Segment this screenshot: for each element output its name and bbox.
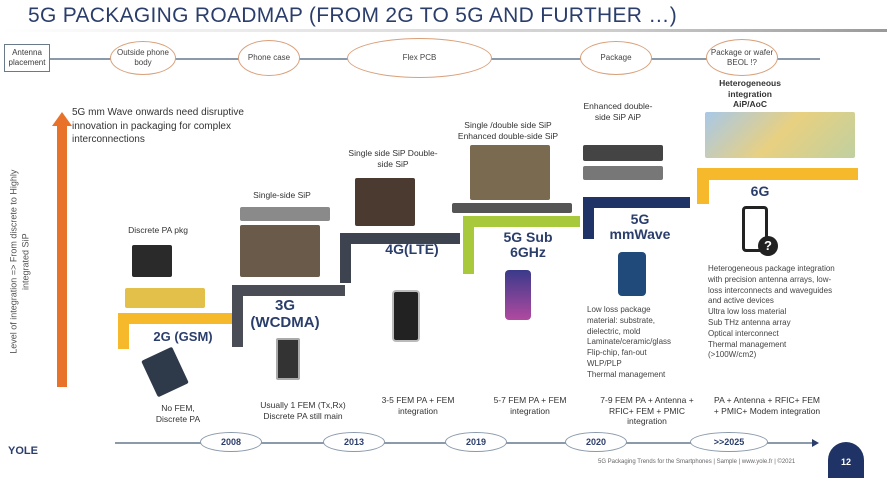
desc-line: Flip-chip, fan-out [587, 348, 647, 358]
timeline-arrow-icon [812, 439, 819, 447]
fem-label-6g: PA + Antenna + RFIC+ FEM + PMIC+ Modem i… [713, 395, 821, 416]
desc-6g: Heterogeneous package integration with pr… [708, 264, 858, 361]
step-bar-4g [340, 233, 460, 244]
gen-label-3g: 3G (WCDMA) [250, 297, 320, 331]
stage-package-or-wafer-beol: Package or wafer BEOL !? [706, 39, 778, 76]
phone-image-5g-sub6 [505, 270, 531, 320]
package-image-2g [125, 288, 205, 308]
step-bar-3g [232, 285, 345, 296]
aoc-image-6g [705, 112, 855, 158]
yole-logo: YOLE [8, 445, 38, 457]
desc-line: Thermal management [708, 339, 787, 349]
title-divider [0, 29, 887, 32]
desc-line: Laminate/ceramic/glass [587, 337, 672, 347]
step-post-4g [340, 233, 351, 283]
desc-line: with precision antenna arrays, low- [708, 274, 832, 284]
phone-question-icon [742, 206, 768, 252]
step-post-2g [118, 313, 129, 349]
stage-flex-pcb: Flex PCB [347, 38, 492, 78]
aip-image-5g-mmwave [583, 145, 663, 161]
desc-line: Optical interconnect [708, 328, 779, 338]
fem-label-5g-mmwave: 7-9 FEM PA + Antenna + RFIC+ FEM + PMIC … [600, 395, 694, 427]
footer-text: 5G Packaging Trends for the Smartphones … [598, 459, 796, 465]
chip-image-2g [132, 245, 172, 277]
phone-image-5g-mmwave [618, 252, 646, 296]
fem-label-4g: 3-5 FEM PA + FEM integration [381, 395, 455, 416]
integration-arrow [57, 125, 67, 387]
step-post-3g [232, 285, 243, 347]
innovation-note: 5G mm Wave onwards need disruptive innov… [72, 107, 244, 145]
desc-line: (>100W/cm2) [708, 350, 757, 360]
sip-image-3g [240, 207, 330, 221]
year-2008: 2008 [200, 432, 262, 452]
step-bar-6g [697, 168, 858, 180]
step-bar-5g-mmwave [583, 197, 690, 208]
pkg-label-6g: Heterogeneous integration AiP/AoC [719, 78, 781, 110]
gen-label-4g: 4G(LTE) [385, 241, 439, 257]
pkg-label-3g: Single-side SiP [253, 190, 311, 200]
phone-image-4g [392, 290, 420, 342]
fem-label-5g-sub6: 5-7 FEM PA + FEM integration [493, 395, 567, 416]
stage-outside-phone-body: Outside phone body [110, 41, 176, 75]
desc-5g-mmwave: Low loss package material: substrate, diel… [587, 305, 697, 381]
step-post-6g [697, 168, 709, 204]
step-bar-5g-sub6 [463, 216, 580, 227]
fem-label-2g: No FEM, Discrete PA [155, 403, 201, 424]
pkg-label-2g: Discrete PA pkg [128, 225, 188, 235]
year-2013: 2013 [323, 432, 385, 452]
sip-image-5g-mmwave [583, 166, 663, 180]
desc-line: dielectric, mold [587, 326, 641, 336]
board-image-3g [240, 225, 320, 277]
desc-line: Low loss package [587, 305, 651, 314]
pkg-label-5g-mmwave: Enhanced double-side SiP AiP [583, 101, 653, 122]
gen-label-5g-sub6: 5G Sub 6GHz [503, 229, 553, 261]
board-image-5g-sub6 [470, 145, 550, 200]
gen-label-6g: 6G [750, 183, 770, 199]
gen-label-2g: 2G (GSM) [153, 329, 213, 344]
axis-label: Level of integration => From discrete to… [8, 169, 30, 354]
fem-label-3g: Usually 1 FEM (Tx,Rx) Discrete PA still … [260, 400, 346, 421]
step-post-5g-sub6 [463, 216, 474, 274]
page-number: 12 [828, 442, 864, 478]
year-2025: >>2025 [690, 432, 768, 452]
page-title: 5G PACKAGING ROADMAP (FROM 2G TO 5G AND … [28, 4, 677, 27]
phone-image-3g [276, 338, 300, 380]
desc-line: Ultra low loss material [708, 307, 787, 317]
desc-line: loss interconnects and waveguides [708, 285, 833, 295]
question-icon: ? [758, 236, 778, 256]
stage-package: Package [580, 41, 652, 75]
year-2019: 2019 [445, 432, 507, 452]
phone-image-2g [141, 346, 189, 398]
desc-line: material: substrate, [587, 315, 656, 325]
antenna-placement-label: Antenna placement [4, 44, 50, 72]
gen-label-5g-mmwave: 5G mmWave [609, 211, 671, 243]
year-2020: 2020 [565, 432, 627, 452]
stage-phone-case: Phone case [238, 40, 300, 76]
step-bar-2g [118, 313, 235, 324]
board-image-4g [355, 178, 415, 226]
pkg-label-4g: Single side SiP Double-side SiP [348, 148, 438, 169]
pkg-label-5g-sub6: Single /double side SiP Enhanced double-… [457, 120, 559, 141]
desc-line: and active devices [708, 296, 774, 306]
sip-image-5g-sub6 [452, 203, 572, 213]
step-post-5g-mmwave [583, 197, 594, 239]
desc-line: WLP/PLP [587, 358, 622, 368]
desc-line: Thermal management [587, 369, 666, 379]
arrow-head-icon [52, 112, 72, 126]
desc-line: Sub THz antenna array [708, 317, 791, 327]
desc-line: Heterogeneous package integration [708, 264, 835, 273]
